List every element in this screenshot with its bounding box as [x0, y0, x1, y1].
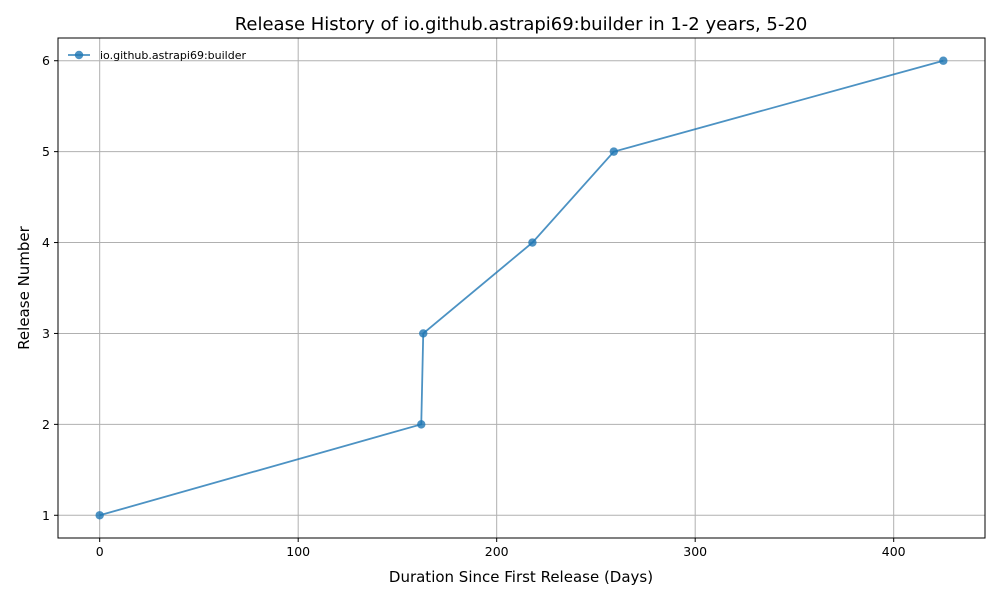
x-tick-label: 200	[485, 544, 509, 559]
data-point	[417, 420, 426, 429]
y-tick-label: 5	[42, 144, 50, 159]
x-tick-label: 300	[683, 544, 707, 559]
x-tick-label: 400	[882, 544, 906, 559]
chart-title: Release History of io.github.astrapi69:b…	[235, 14, 808, 35]
legend-label: io.github.astrapi69:builder	[100, 49, 246, 62]
x-tick-label: 0	[96, 544, 104, 559]
data-point	[609, 147, 619, 156]
legend: io.github.astrapi69:builder	[68, 49, 246, 62]
data-point	[419, 329, 428, 338]
y-tick-label: 1	[42, 508, 50, 523]
data-point	[939, 56, 948, 65]
series-line	[99, 59, 944, 517]
y-tick-label: 6	[42, 53, 50, 68]
y-tick-label: 2	[42, 417, 50, 432]
y-axis-label: Release Number	[15, 225, 33, 349]
data-point	[95, 511, 104, 520]
plot-frame	[57, 37, 986, 539]
x-tick-label: 100	[286, 544, 310, 559]
legend-point-marker	[74, 50, 84, 60]
y-tick-label: 4	[42, 235, 50, 250]
grid-lines	[58, 38, 985, 538]
axis-ticks: 0 100 200 300 400 1 2 3 4 5 6	[42, 53, 906, 559]
data-point	[528, 238, 537, 247]
series-layer	[95, 56, 948, 520]
x-axis-label: Duration Since First Release (Days)	[389, 568, 653, 586]
y-tick-label: 3	[42, 326, 50, 341]
